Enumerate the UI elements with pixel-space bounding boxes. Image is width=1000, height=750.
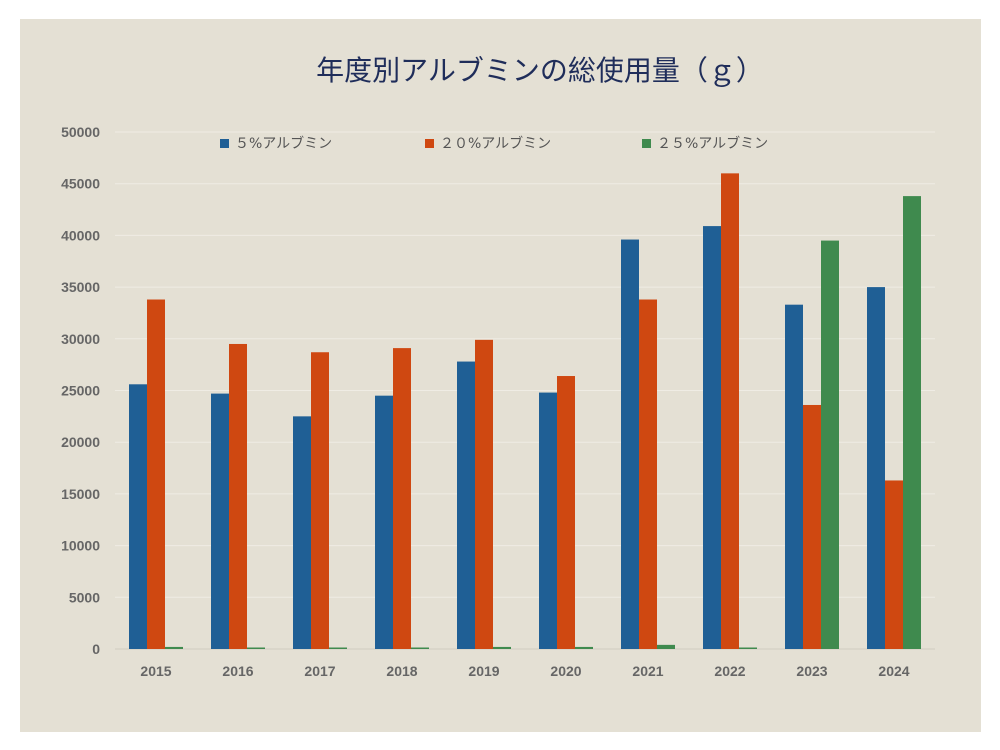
y-axis-ticks: 0 5000 10000 15000 20000 25000 30000 35000 40000… [61, 124, 100, 657]
bar-2022-series-0 [703, 226, 721, 649]
x-axis-ticks: 2015 2016 2017 2018 2019 2020 2021 2022 2023 2024 [140, 663, 909, 679]
bar-2017-series-1 [311, 352, 329, 649]
bar-2024-series-1 [885, 480, 903, 649]
bar-2015-series-2 [165, 646, 183, 649]
y-tick-label: 20000 [61, 434, 100, 450]
legend-swatch [220, 139, 229, 148]
x-tick-label: 2016 [222, 663, 253, 679]
bar-2019-series-0 [457, 361, 475, 649]
y-tick-label: 45000 [61, 176, 100, 192]
legend: ５%アルブミン ２０%アルブミン ２５%アルブミン [220, 135, 768, 152]
bar-2020-series-2 [575, 646, 593, 649]
y-tick-label: 40000 [61, 227, 100, 243]
y-tick-label: 25000 [61, 383, 100, 399]
bar-2021-series-0 [621, 239, 639, 649]
bar-2016-series-1 [229, 343, 247, 649]
x-tick-label: 2015 [140, 663, 171, 679]
y-tick-label: 35000 [61, 279, 100, 295]
gridlines [115, 131, 935, 650]
bar-2024-series-0 [867, 287, 885, 649]
legend-label: ２０%アルブミン [440, 135, 551, 152]
x-tick-label: 2018 [386, 663, 417, 679]
bar-2021-series-2 [657, 644, 675, 649]
bar-2024-series-2 [903, 196, 921, 649]
legend-label: ２５%アルブミン [657, 135, 768, 152]
x-tick-label: 2021 [632, 663, 663, 679]
legend-label: ５%アルブミン [235, 135, 332, 152]
bar-2021-series-1 [639, 299, 657, 649]
bar-2023-series-0 [785, 304, 803, 649]
bar-2020-series-0 [539, 392, 557, 649]
bar-2016-series-2 [247, 647, 265, 649]
x-tick-label: 2020 [550, 663, 581, 679]
x-tick-label: 2023 [796, 663, 827, 679]
y-tick-label: 5000 [69, 589, 100, 605]
legend-swatch [425, 139, 434, 148]
bar-2018-series-0 [375, 395, 393, 649]
bar-2016-series-0 [211, 393, 229, 649]
y-tick-label: 10000 [61, 538, 100, 554]
bar-2015-series-0 [129, 384, 147, 649]
bar-2015-series-1 [147, 299, 165, 649]
chart-title: 年度別アルブミンの総使用量（ｇ） [316, 54, 764, 87]
bars [129, 173, 921, 650]
y-tick-label: 30000 [61, 331, 100, 347]
bar-2023-series-2 [821, 240, 839, 649]
bar-2020-series-1 [557, 376, 575, 649]
y-tick-label: 15000 [61, 486, 100, 502]
bar-2022-series-1 [721, 173, 739, 650]
bar-2018-series-1 [393, 348, 411, 649]
bar-2022-series-2 [739, 647, 757, 649]
legend-swatch [642, 139, 651, 148]
bar-2019-series-1 [475, 339, 493, 649]
bar-2023-series-1 [803, 404, 821, 649]
bar-chart: 年度別アルブミンの総使用量（ｇ） 0 5000 10000 15000 20000 250… [61, 54, 935, 679]
bar-2017-series-0 [293, 416, 311, 649]
x-tick-label: 2022 [714, 663, 745, 679]
x-tick-label: 2024 [878, 663, 909, 679]
bar-2017-series-2 [329, 647, 347, 649]
bar-2019-series-2 [493, 646, 511, 649]
x-tick-label: 2019 [468, 663, 499, 679]
x-tick-label: 2017 [304, 663, 335, 679]
bar-2018-series-2 [411, 647, 429, 649]
y-tick-label: 50000 [61, 124, 100, 140]
chart-panel: 年度別アルブミンの総使用量（ｇ） 0 5000 10000 15000 20000 250… [20, 19, 981, 732]
y-tick-label: 0 [92, 641, 100, 657]
